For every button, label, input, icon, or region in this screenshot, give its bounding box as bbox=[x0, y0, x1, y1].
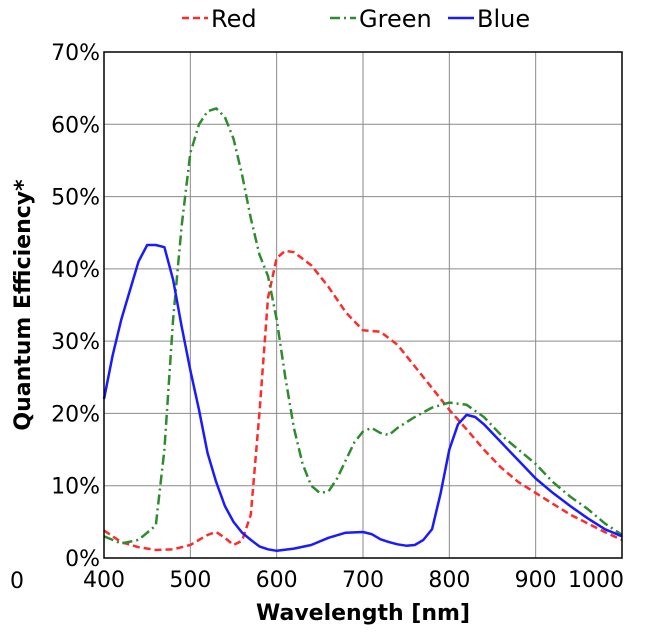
y-tick-label: 60% bbox=[51, 113, 100, 138]
series-lines bbox=[102, 107, 623, 553]
grid bbox=[103, 51, 623, 559]
y-axis-title: Quantum Efficiency* bbox=[11, 179, 36, 431]
y-tick-label: 70% bbox=[51, 41, 100, 66]
legend-label-blue: Blue bbox=[477, 5, 530, 33]
y-tick-label: 0% bbox=[65, 547, 100, 572]
x-axis-ticks: 400 500 600 700 800 900 1000 bbox=[83, 568, 624, 593]
y-tick-label: 30% bbox=[51, 330, 100, 355]
legend-label-red: Red bbox=[211, 5, 257, 33]
x-tick-label: 400 bbox=[83, 568, 125, 593]
y-tick-label: 10% bbox=[51, 475, 100, 500]
x-tick-label: 600 bbox=[256, 568, 298, 593]
y-axis-ticks: 0% 10% 20% 30% 40% 50% 60% 70% bbox=[51, 41, 100, 572]
legend-label-green: Green bbox=[359, 5, 432, 33]
x-tick-label: 700 bbox=[342, 568, 384, 593]
legend: Red Green Blue bbox=[182, 5, 530, 33]
series-line-green bbox=[103, 107, 623, 545]
series-line-blue bbox=[102, 243, 623, 553]
y-tick-label: 20% bbox=[51, 402, 100, 427]
x-tick-label: 500 bbox=[169, 568, 211, 593]
x-tick-label: 1000 bbox=[568, 568, 624, 593]
y-tick-label: 40% bbox=[51, 258, 100, 283]
corner-label: 0 bbox=[10, 569, 24, 594]
x-axis-title: Wavelength [nm] bbox=[256, 601, 470, 626]
x-tick-label: 900 bbox=[515, 568, 557, 593]
y-tick-label: 50% bbox=[51, 186, 100, 211]
x-tick-label: 800 bbox=[428, 568, 470, 593]
plot-frame bbox=[103, 51, 623, 559]
